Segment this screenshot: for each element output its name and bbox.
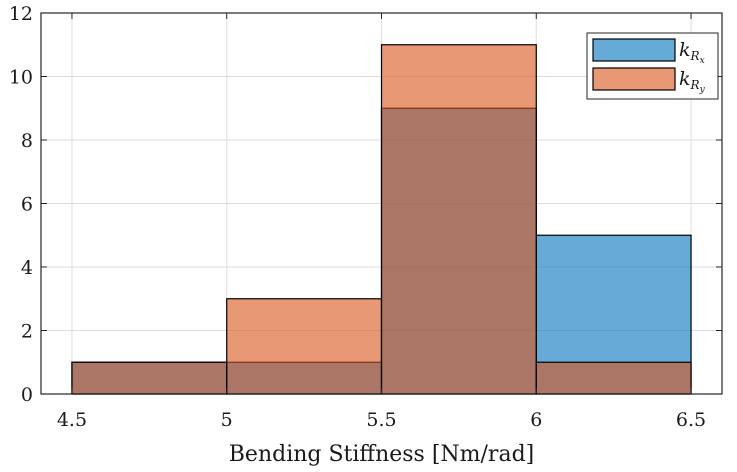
y-tick-label: 0 bbox=[21, 384, 33, 406]
y-tick-label: 4 bbox=[21, 257, 33, 279]
legend-swatch-2 bbox=[592, 67, 676, 91]
x-tick-label: 5 bbox=[221, 409, 233, 431]
x-tick-label: 4.5 bbox=[57, 409, 87, 431]
y-tick-label: 12 bbox=[9, 3, 33, 25]
y-tick-label: 6 bbox=[21, 194, 33, 216]
bar-series-2-bin-2 bbox=[226, 298, 383, 395]
x-tick-label: 6.5 bbox=[676, 409, 706, 431]
bar-series-2-bin-1 bbox=[71, 361, 228, 395]
bar-series-2-bin-3 bbox=[380, 44, 537, 395]
histogram-bars bbox=[71, 44, 692, 395]
x-tick-label: 6 bbox=[530, 409, 542, 431]
legend-label-1: kRx bbox=[679, 39, 705, 66]
y-tick-label: 8 bbox=[21, 130, 33, 152]
axis-ticks: 4.5 5 5.5 6 6.5 0 2 4 6 8 10 12 bbox=[9, 3, 722, 431]
legend-swatch-1 bbox=[592, 38, 676, 62]
x-tick-label: 5.5 bbox=[366, 409, 396, 431]
legend-label-2: kRy bbox=[679, 68, 706, 95]
x-axis-label: Bending Stiffness [Nm/rad] bbox=[229, 442, 534, 467]
bar-series-2-bin-4 bbox=[535, 361, 692, 395]
y-tick-label: 10 bbox=[9, 67, 33, 89]
y-tick-label: 2 bbox=[21, 321, 33, 343]
